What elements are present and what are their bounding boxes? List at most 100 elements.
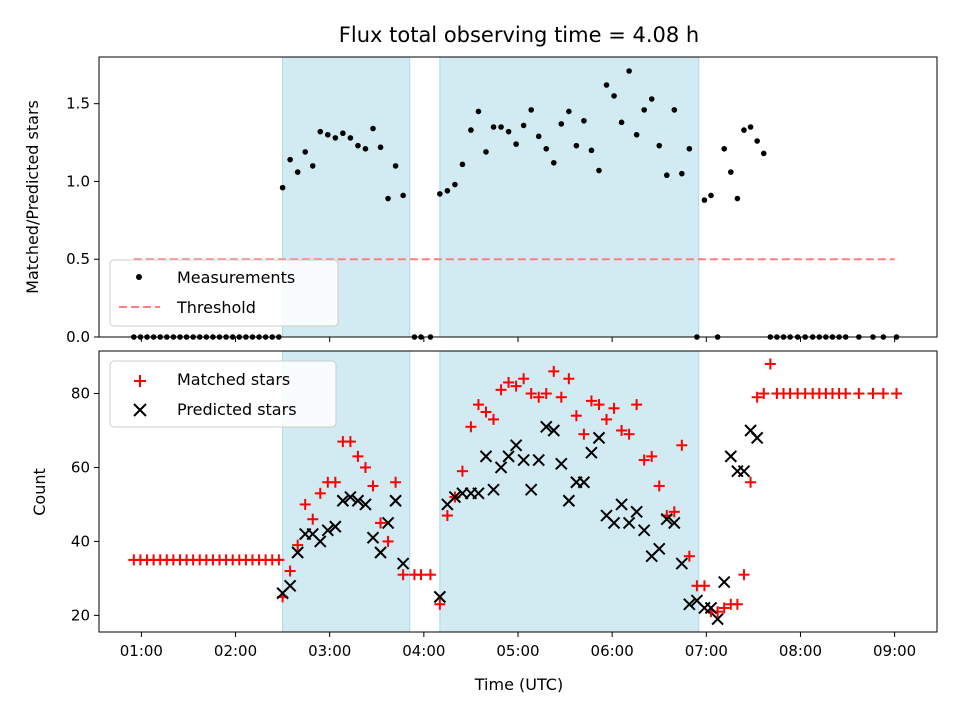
matched-star-point [488,413,500,425]
matched-star-point [601,413,613,425]
predicted-star-point [329,520,342,533]
matched-star-point [533,391,545,403]
measurement-point [468,127,474,133]
measurement-point [452,181,458,188]
measurement-point [362,145,369,152]
top-observing-windows [282,56,700,338]
matched-star-point [480,406,492,418]
predicted-stars-points [276,420,764,626]
matched-star-point [731,598,743,610]
matched-star-point [359,461,371,473]
legend-measurements-label: Measurements [177,268,295,287]
predicted-star-point [660,513,673,526]
measurement-point [588,147,595,154]
measurement-point [734,195,741,202]
matched-star-point [548,365,560,377]
predicted-star-point [487,483,500,496]
measurement-point [550,159,557,166]
predicted-star-point [630,505,643,519]
predicted-star-point [637,524,651,537]
y-tick-label: 1.5 [66,95,90,113]
x-tick-label: 05:00 [496,642,539,660]
matched-star-point [646,450,658,462]
matched-star-point [623,428,635,440]
matched-star-point [367,480,379,492]
x-tick-label: 01:00 [120,642,163,660]
predicted-star-point [396,557,410,570]
predicted-star-point [366,531,380,544]
predicted-star-point [433,590,447,604]
measurement-point [618,119,625,126]
matched-star-point [525,388,537,400]
measurement-point [727,169,734,175]
measurement-point [701,197,708,203]
predicted-star-point [675,557,689,570]
matched-star-point [284,565,296,577]
predicted-star-point [344,490,357,504]
predicted-star-point [502,450,515,463]
predicted-star-point [547,424,560,437]
matched-star-point [555,391,567,403]
matched-star-point [738,569,750,581]
measurement-point [340,130,346,137]
x-tick-label: 08:00 [779,642,822,660]
x-tick-label: 09:00 [873,642,916,660]
top-x-ticks [140,337,896,342]
measurement-point [611,93,617,99]
matched-star-point [668,506,680,518]
matched-star-point [465,421,477,433]
top-panel: 0.0 0.5 1.0 1.5 Matched/Predicted stars Mea… [23,56,938,346]
measurement-point [573,142,580,149]
predicted-star-point [321,524,335,537]
measurement-point [505,128,512,135]
predicted-star-point [592,431,606,445]
y-tick-label: 40 [71,532,90,550]
legend-predicted-label: Predicted stars [177,400,297,419]
matched-star-point [631,399,643,411]
bottom-legend-box [109,360,337,428]
bottom-x-ticks: 01:00 02:00 03:00 04:00 05:00 06:00 07:00 08:00… [120,632,916,660]
predicted-star-point [509,439,523,452]
predicted-star-point [336,494,350,507]
top-measurement-points [131,68,900,340]
observing-window-2 [439,56,700,338]
measurement-point [760,150,767,157]
y-tick-label: 1.0 [66,172,90,190]
measurement-point [370,125,376,132]
predicted-star-point [524,483,538,496]
measurement-point [558,121,565,127]
legend-measurements-marker [136,274,142,280]
matched-star-point [292,539,304,551]
predicted-star-point [750,431,764,445]
matched-star-point [344,436,356,448]
matched-star-point [698,580,710,592]
measurement-point [279,184,286,191]
legend-threshold-label: Threshold [176,298,256,317]
matched-star-point [307,513,319,525]
measurement-point [294,169,301,175]
measurement-point [626,68,632,74]
matched-star-point [503,376,515,388]
matched-star-point [540,388,552,400]
predicted-star-point [389,494,402,507]
measurement-point [392,163,399,169]
y-tick-label: 0.5 [66,250,90,268]
matched-star-point [653,480,665,492]
predicted-star-point [351,494,365,507]
top-y-ticks: 0.0 0.5 1.0 1.5 [66,95,99,346]
matched-star-point [616,424,628,436]
predicted-star-point [291,546,304,559]
x-tick-label: 03:00 [308,642,351,660]
measurement-point [528,107,534,113]
matched-star-point [764,358,776,370]
matched-star-point [570,410,582,422]
matched-star-point [299,498,311,510]
matched-star-point [758,388,770,400]
matched-star-point [495,384,507,396]
predicted-star-point [711,612,724,626]
measurement-point [377,144,384,151]
measurement-point [535,133,542,140]
y-tick-label: 80 [71,385,90,403]
matched-star-point [891,388,903,400]
matched-star-point [638,454,650,466]
